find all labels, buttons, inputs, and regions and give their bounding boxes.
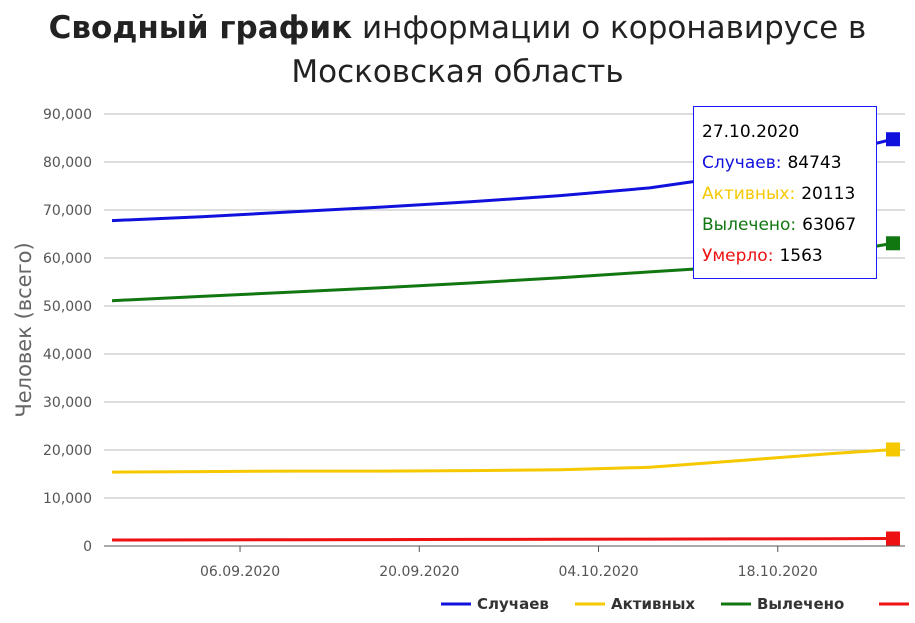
tooltip-row-cases: Случаев: 84743 — [702, 148, 876, 179]
y-tick-label: 80,000 — [43, 155, 92, 171]
tooltip-row-deaths: Умерло: 1563 — [702, 241, 876, 272]
y-tick-label: 50,000 — [43, 299, 92, 315]
tooltip-label-active: Активных: — [702, 184, 796, 204]
tooltip-value-deaths: 1563 — [779, 246, 823, 266]
series-line[interactable] — [111, 448, 894, 474]
x-tick-label: 18.10.2020 — [738, 564, 818, 580]
legend[interactable]: СлучаевАктивныхВылеченоУмерло — [441, 595, 915, 613]
chart-title-line2: Московская область — [291, 54, 624, 90]
tooltip-row-active: Активных: 20113 — [702, 179, 876, 210]
series-end-marker[interactable] — [886, 442, 900, 457]
y-tick-label: 0 — [83, 539, 92, 555]
grid-lines — [104, 113, 905, 547]
tooltip-value-active: 20113 — [801, 184, 856, 204]
legend-item-label[interactable]: Вылечено — [757, 595, 844, 613]
chart-title-rest: информации о коронавирусе в — [362, 10, 867, 46]
x-tick-label: 04.10.2020 — [558, 564, 638, 580]
y-axis-ticks: 0 10,000 20,000 30,000 40,000 50,000 60,000 70,… — [43, 107, 92, 555]
y-tick-label: 40,000 — [43, 347, 92, 363]
legend-item-label[interactable]: Активных — [611, 595, 695, 613]
y-tick-label: 30,000 — [43, 395, 92, 411]
tooltip-label-recovered: Вылечено: — [702, 215, 797, 235]
chart-title-bold: Сводный график — [48, 10, 353, 46]
y-tick-label: 10,000 — [43, 491, 92, 507]
tooltip-label-deaths: Умерло: — [702, 246, 774, 266]
series-end-marker[interactable] — [886, 132, 900, 147]
x-tick-label: 20.09.2020 — [379, 564, 459, 580]
tooltip-value-cases: 84743 — [787, 153, 842, 173]
y-axis-label: Человек (всего) — [12, 242, 36, 417]
series-end-marker[interactable] — [886, 531, 900, 546]
x-tick-label: 06.09.2020 — [200, 564, 280, 580]
series-end-marker[interactable] — [886, 236, 900, 251]
y-tick-label: 90,000 — [43, 107, 92, 123]
y-tick-label: 20,000 — [43, 443, 92, 459]
y-tick-label: 60,000 — [43, 251, 92, 267]
tooltip-date: 27.10.2020 — [702, 122, 800, 142]
tooltip-label-cases: Случаев: — [702, 153, 782, 173]
x-axis-ticks: 06.09.2020 20.09.2020 04.10.2020 18.10.2020 — [200, 546, 818, 580]
tooltip-row-recovered: Вылечено: 63067 — [702, 210, 876, 241]
legend-item-label[interactable]: Случаев — [477, 595, 549, 613]
series-line[interactable] — [111, 537, 894, 542]
data-tooltip: 27.10.2020 Случаев: 84743 Активных: 20113 … — [693, 106, 877, 279]
tooltip-value-recovered: 63067 — [802, 215, 857, 235]
y-tick-label: 70,000 — [43, 203, 92, 219]
chart-title: Сводный график информации о коронавирусе… — [0, 6, 915, 94]
